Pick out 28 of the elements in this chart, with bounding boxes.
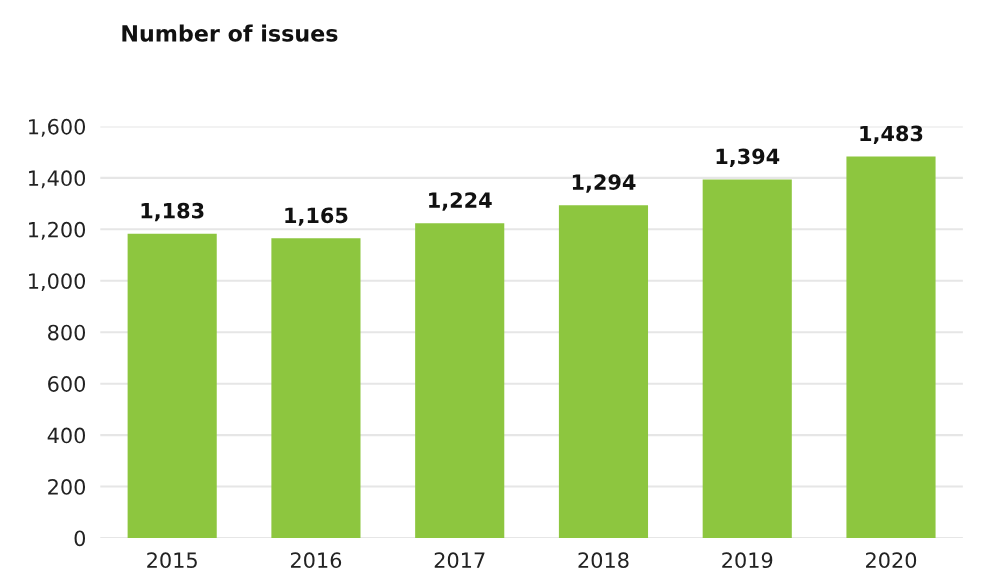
y-tick-label: 600 bbox=[48, 376, 86, 392]
x-tick-label: 2016 bbox=[290, 552, 342, 569]
y-tick-label: 400 bbox=[47, 427, 86, 444]
y-tick-label: 1,400 bbox=[29, 170, 86, 189]
y-tick-label: 0 bbox=[74, 530, 86, 547]
chart-title: Number of issues bbox=[122, 24, 338, 42]
bar bbox=[271, 238, 361, 539]
x-tick-label: 2015 bbox=[147, 552, 197, 569]
bar bbox=[702, 179, 792, 539]
bar bbox=[846, 156, 936, 539]
y-tick-label: 1,200 bbox=[29, 221, 86, 240]
data-label: 1,183 bbox=[141, 202, 204, 222]
x-tick-label: 2018 bbox=[578, 552, 629, 569]
data-label: 1,224 bbox=[429, 192, 492, 211]
x-tick-label: 2019 bbox=[722, 552, 773, 569]
bar bbox=[127, 233, 217, 539]
data-label: 1,294 bbox=[572, 174, 636, 193]
y-tick-label: 800 bbox=[48, 324, 86, 341]
y-tick-label: 1,600 bbox=[29, 118, 86, 137]
data-label: 1,165 bbox=[285, 207, 348, 226]
y-tick-label: 200 bbox=[48, 479, 86, 495]
y-tick-label: 1,000 bbox=[29, 273, 86, 292]
data-label: 1,483 bbox=[860, 125, 923, 145]
data-label: 1,394 bbox=[716, 148, 780, 167]
bar bbox=[415, 223, 505, 539]
x-tick-label: 2020 bbox=[866, 552, 917, 569]
bar bbox=[558, 205, 649, 539]
x-tick-label: 2017 bbox=[434, 552, 485, 569]
